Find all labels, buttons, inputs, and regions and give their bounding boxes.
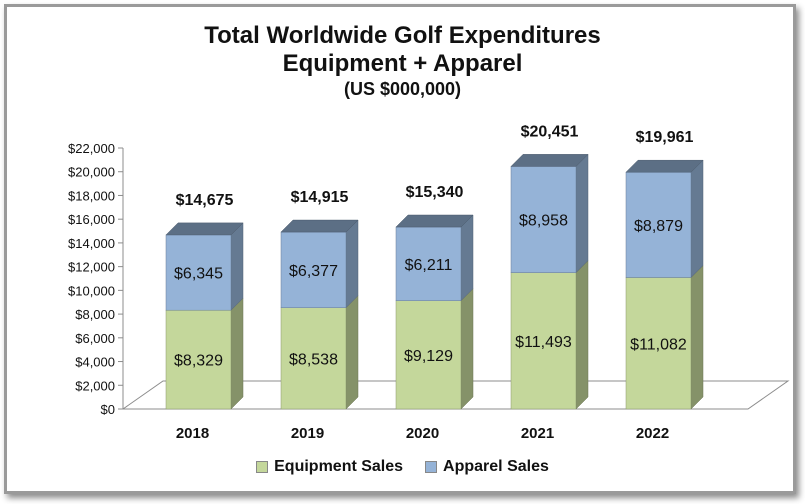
bar-segment-apparel-sales: [395, 226, 462, 301]
bar-side-apparel-sales: [460, 214, 474, 302]
legend-item-apparel: Apparel Sales: [425, 458, 549, 476]
legend-label-equipment: Equipment Sales: [274, 458, 404, 475]
data-label: $8,879: [634, 218, 683, 235]
legend: Equipment Sales Apparel Sales: [0, 458, 805, 476]
bar-side-equipment-sales: [575, 260, 589, 410]
legend-swatch-apparel: [425, 461, 438, 473]
bar-segment-equipment-sales: [280, 307, 347, 410]
y-tick-label: $18,000: [68, 188, 115, 203]
x-tick-label: 2020: [406, 425, 439, 442]
x-tick-label: 2022: [636, 425, 669, 442]
total-label: $20,451: [521, 123, 579, 140]
bar-top-face: [165, 222, 244, 236]
bar-side-equipment-sales: [460, 288, 474, 410]
bar-segment-equipment-sales: [395, 300, 462, 410]
total-label: $14,915: [291, 189, 349, 206]
bar-segment-apparel-sales: [510, 166, 577, 273]
x-tick-label: 2018: [176, 425, 209, 442]
bar-top-face: [510, 154, 589, 167]
bar-side-apparel-sales: [690, 159, 704, 279]
bar-top-face: [280, 219, 359, 233]
y-tick-label: $0: [101, 402, 115, 417]
bar-side-apparel-sales: [345, 219, 359, 309]
x-tick-label: 2019: [291, 425, 324, 442]
bar-top-face: [625, 159, 704, 173]
bar-segment-apparel-sales: [165, 234, 232, 311]
y-tick-label: $16,000: [68, 212, 115, 227]
bar-segment-equipment-sales: [625, 277, 692, 410]
bar-segment-equipment-sales: [510, 272, 577, 410]
bar-side-apparel-sales: [575, 153, 589, 274]
data-label: $6,211: [405, 257, 453, 274]
y-tick-label: $2,000: [75, 378, 115, 393]
data-label: $11,082: [630, 336, 687, 353]
x-tick-label: 2021: [521, 425, 554, 442]
bar-segment-apparel-sales: [280, 231, 347, 308]
data-label: $8,538: [289, 351, 338, 368]
bar-side-equipment-sales: [230, 297, 244, 410]
data-label: $8,329: [174, 353, 223, 370]
y-tick-label: $22,000: [68, 141, 115, 156]
chart-unit-note: (US $000,000): [343, 79, 462, 99]
y-tick-label: $14,000: [68, 236, 115, 251]
chart-title: Total Worldwide Golf Expenditures: [204, 22, 601, 49]
chart-subtitle: Equipment + Apparel: [282, 50, 523, 77]
data-label: $9,129: [404, 348, 453, 365]
bar-segment-equipment-sales: [165, 309, 232, 410]
total-label: $15,340: [406, 184, 464, 201]
y-tick-label: $20,000: [68, 165, 115, 180]
data-label: $8,958: [519, 213, 568, 230]
bar-side-equipment-sales: [345, 295, 359, 410]
bar-side-equipment-sales: [690, 264, 704, 410]
y-tick-label: $12,000: [68, 260, 115, 275]
data-label: $11,493: [515, 334, 572, 351]
total-label: $19,961: [636, 129, 694, 146]
data-label: $6,377: [289, 263, 338, 280]
y-tick-label: $10,000: [68, 283, 115, 298]
bar-side-apparel-sales: [230, 222, 244, 311]
total-label: $14,675: [176, 192, 234, 209]
legend-label-apparel: Apparel Sales: [443, 458, 549, 475]
y-tick-label: $4,000: [75, 355, 115, 370]
legend-item-equipment: Equipment Sales: [256, 458, 403, 476]
y-tick-label: $8,000: [75, 307, 115, 322]
bar-segment-apparel-sales: [625, 171, 692, 278]
data-label: $6,345: [174, 266, 223, 283]
legend-swatch-equipment: [256, 461, 269, 473]
y-tick-label: $6,000: [75, 331, 115, 346]
bar-top-face: [395, 214, 474, 228]
